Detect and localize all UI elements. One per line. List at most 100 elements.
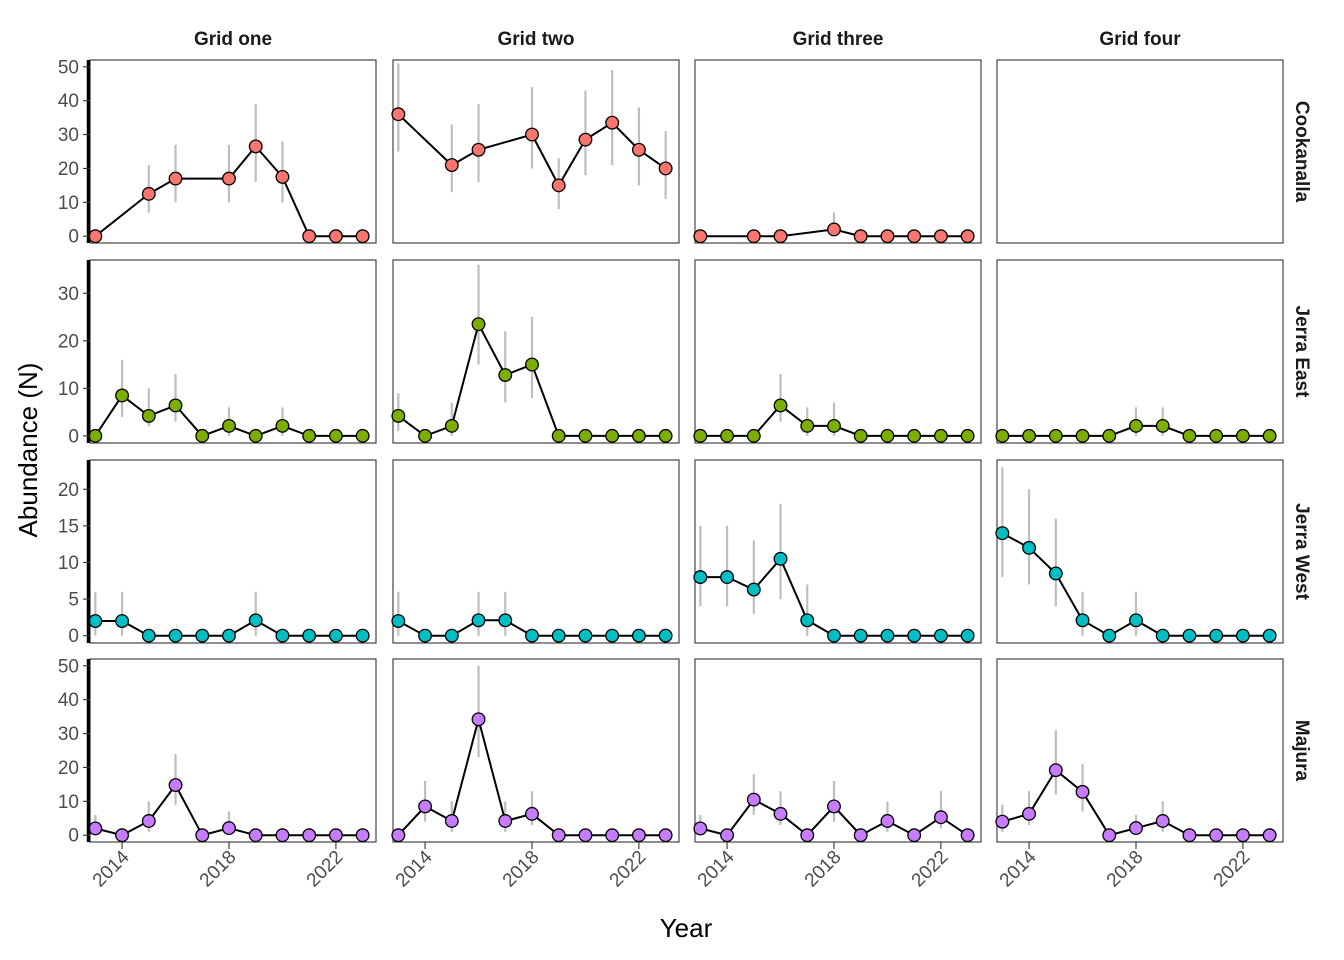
y-tick-label: 20	[58, 159, 79, 180]
data-point	[746, 229, 761, 244]
data-point	[933, 810, 948, 825]
data-point	[773, 398, 788, 413]
data-point	[773, 229, 788, 244]
panel-cookanalla-grid-two	[391, 59, 680, 244]
data-point	[551, 828, 566, 843]
data-point	[631, 428, 646, 443]
data-point	[1182, 828, 1197, 843]
data-point	[88, 821, 103, 836]
data-point	[1235, 628, 1250, 643]
panel-border	[694, 658, 982, 843]
y-tick-label: 50	[58, 57, 79, 78]
y-tick-label: 20	[58, 758, 79, 779]
y-tick-label: 50	[58, 656, 79, 677]
data-point	[525, 806, 539, 821]
data-point	[605, 628, 620, 643]
data-point	[355, 628, 370, 643]
data-point	[115, 388, 130, 403]
data-point	[302, 628, 317, 643]
data-point	[933, 229, 948, 244]
data-point	[693, 570, 708, 585]
data-point	[418, 628, 433, 643]
y-tick-label: 10	[58, 792, 79, 813]
data-point	[1155, 418, 1170, 433]
data-point	[275, 169, 290, 184]
data-point	[605, 828, 620, 843]
data-point	[141, 408, 156, 423]
panel-border	[996, 59, 1284, 244]
data-point	[773, 551, 788, 566]
data-point	[248, 139, 263, 154]
data-point	[907, 828, 922, 843]
data-point	[1182, 628, 1197, 643]
data-point	[907, 229, 922, 244]
panel-cookanalla-grid-three	[693, 59, 982, 244]
data-point	[141, 814, 156, 828]
data-point	[658, 828, 673, 843]
data-point	[1155, 628, 1170, 643]
panel-jerra-west-grid-four	[995, 459, 1284, 644]
y-axis-title: Abundance (N)	[13, 363, 43, 538]
data-point	[525, 357, 539, 372]
data-point	[827, 628, 841, 643]
data-point	[328, 628, 343, 643]
data-point	[960, 828, 975, 843]
data-point	[995, 526, 1010, 541]
y-tick-label: 20	[58, 331, 79, 352]
panel-border	[996, 459, 1284, 644]
y-tick-label: 20	[58, 480, 79, 501]
data-point	[658, 628, 673, 643]
y-tick-label: 30	[58, 284, 79, 305]
data-point	[498, 814, 513, 828]
data-point	[88, 229, 103, 244]
row-label-majura: Majura	[1291, 720, 1312, 782]
data-point	[658, 161, 673, 176]
data-point	[88, 428, 103, 443]
panel-jerra-east-grid-four	[995, 259, 1284, 444]
data-point	[355, 828, 370, 843]
data-point	[907, 428, 922, 443]
data-point	[302, 428, 317, 443]
panel-border	[694, 459, 982, 644]
data-point	[1048, 566, 1063, 581]
data-point	[222, 171, 236, 186]
panel-jerra-east-grid-two	[391, 259, 680, 444]
row-label-jerra-west: Jerra West	[1291, 503, 1312, 600]
data-point	[1102, 828, 1117, 843]
panel-border	[694, 59, 982, 244]
data-point	[222, 418, 236, 433]
data-point	[168, 398, 183, 413]
data-point	[1155, 814, 1170, 828]
data-point	[498, 613, 513, 628]
panel-border	[392, 59, 680, 244]
data-point	[1209, 428, 1224, 443]
data-point	[391, 107, 406, 122]
data-point	[853, 828, 868, 843]
data-point	[1129, 613, 1143, 628]
panel-border	[996, 658, 1284, 843]
data-point	[720, 428, 735, 443]
data-point	[907, 628, 922, 643]
data-point	[1048, 428, 1063, 443]
data-point	[800, 828, 815, 843]
data-point	[1235, 828, 1250, 843]
data-point	[1235, 428, 1250, 443]
y-tick-label: 5	[68, 590, 79, 611]
data-point	[168, 778, 183, 793]
data-point	[1102, 428, 1117, 443]
data-point	[880, 428, 895, 443]
panel-cookanalla-grid-four	[996, 59, 1284, 244]
panel-jerra-east-grid-one	[88, 259, 377, 444]
data-point	[578, 428, 593, 443]
data-point	[302, 229, 317, 244]
data-point	[418, 428, 433, 443]
row-label-jerra-east: Jerra East	[1291, 306, 1312, 399]
data-point	[444, 418, 459, 433]
data-point	[1262, 628, 1277, 643]
data-point	[1129, 418, 1143, 433]
y-tick-label: 0	[68, 227, 79, 248]
data-point	[880, 229, 895, 244]
data-point	[355, 428, 370, 443]
panel-border	[392, 259, 680, 444]
